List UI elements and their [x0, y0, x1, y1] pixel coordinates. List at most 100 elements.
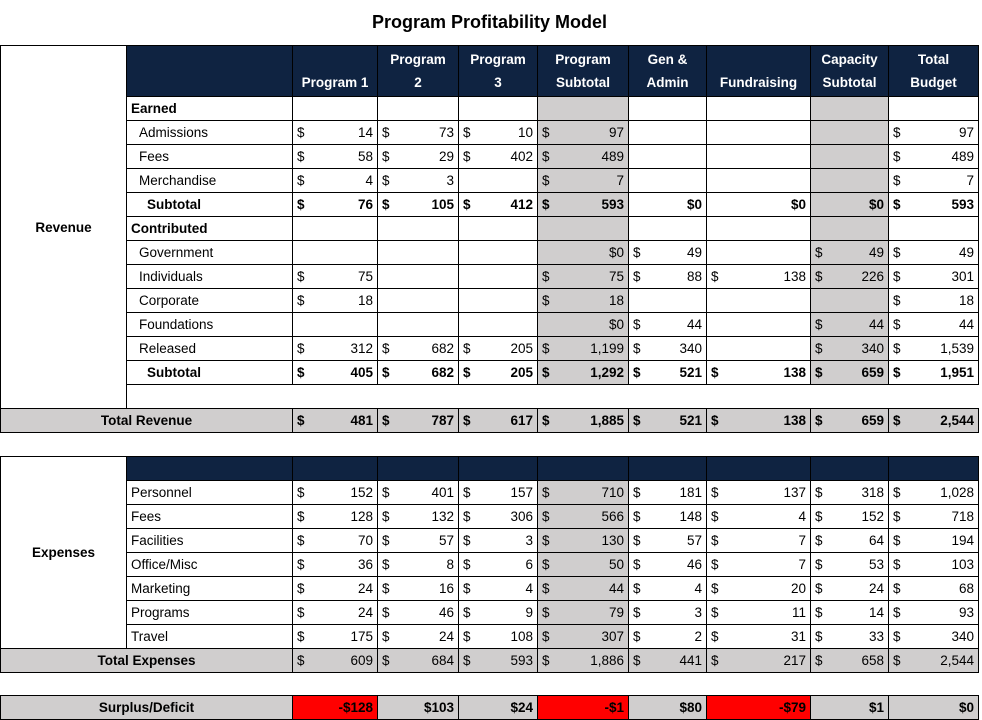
value-cell[interactable]: [706, 240, 811, 265]
value-cell[interactable]: $103: [887, 552, 980, 577]
value-cell[interactable]: [377, 312, 459, 337]
value-cell[interactable]: $3: [377, 168, 459, 193]
value-cell[interactable]: $46: [628, 552, 707, 577]
value-cell[interactable]: $489: [887, 144, 980, 169]
value-cell[interactable]: $489: [537, 144, 629, 169]
value-cell[interactable]: [810, 120, 889, 145]
value-cell[interactable]: $75: [292, 264, 378, 289]
value-cell[interactable]: $194: [887, 528, 980, 553]
value-cell[interactable]: $31: [706, 624, 811, 649]
value-cell[interactable]: $3: [628, 600, 707, 625]
value-cell[interactable]: $340: [810, 336, 889, 361]
value-cell[interactable]: $566: [537, 504, 629, 529]
value-cell[interactable]: [377, 264, 459, 289]
value-cell[interactable]: $53: [810, 552, 889, 577]
value-cell[interactable]: $70: [292, 528, 378, 553]
value-cell[interactable]: $75: [537, 264, 629, 289]
value-cell[interactable]: [458, 168, 538, 193]
value-cell[interactable]: $4: [458, 576, 538, 601]
value-cell[interactable]: $1,951: [887, 360, 980, 385]
value-cell[interactable]: $148: [628, 504, 707, 529]
value-cell[interactable]: $46: [377, 600, 459, 625]
value-cell[interactable]: $18: [537, 288, 629, 313]
value-cell[interactable]: $0: [887, 695, 980, 720]
value-cell[interactable]: $97: [887, 120, 980, 145]
value-cell[interactable]: [706, 96, 811, 121]
value-cell[interactable]: $44: [537, 576, 629, 601]
value-cell[interactable]: [706, 288, 811, 313]
value-cell[interactable]: $1: [810, 695, 889, 720]
value-cell[interactable]: $93: [887, 600, 980, 625]
value-cell[interactable]: $152: [810, 504, 889, 529]
value-cell[interactable]: [628, 216, 707, 241]
value-cell[interactable]: $617: [458, 408, 538, 433]
value-cell[interactable]: $7: [887, 168, 980, 193]
value-cell[interactable]: $3: [458, 528, 538, 553]
value-cell[interactable]: $132: [377, 504, 459, 529]
value-cell[interactable]: $593: [887, 192, 980, 217]
value-cell[interactable]: $108: [458, 624, 538, 649]
value-cell[interactable]: [810, 168, 889, 193]
value-cell[interactable]: $14: [292, 120, 378, 145]
value-cell[interactable]: $401: [377, 480, 459, 505]
value-cell[interactable]: $659: [810, 408, 889, 433]
value-cell[interactable]: $138: [706, 408, 811, 433]
value-cell[interactable]: $340: [628, 336, 707, 361]
value-cell[interactable]: $4: [292, 168, 378, 193]
value-cell[interactable]: $312: [292, 336, 378, 361]
value-cell[interactable]: $128: [292, 504, 378, 529]
value-cell[interactable]: $658: [810, 648, 889, 673]
value-cell[interactable]: $16: [377, 576, 459, 601]
value-cell[interactable]: $11: [706, 600, 811, 625]
value-cell[interactable]: $29: [377, 144, 459, 169]
value-cell[interactable]: $205: [458, 336, 538, 361]
value-cell[interactable]: [377, 96, 459, 121]
value-cell[interactable]: $152: [292, 480, 378, 505]
value-cell[interactable]: [292, 216, 378, 241]
value-cell[interactable]: $130: [537, 528, 629, 553]
value-cell[interactable]: [628, 168, 707, 193]
value-cell[interactable]: $36: [292, 552, 378, 577]
value-cell[interactable]: $49: [628, 240, 707, 265]
value-cell[interactable]: -$79: [706, 695, 811, 720]
value-cell[interactable]: $4: [706, 504, 811, 529]
value-cell[interactable]: $103: [377, 695, 459, 720]
value-cell[interactable]: $1,539: [887, 336, 980, 361]
value-cell[interactable]: [458, 240, 538, 265]
value-cell[interactable]: $412: [458, 192, 538, 217]
value-cell[interactable]: $481: [292, 408, 378, 433]
value-cell[interactable]: $0: [537, 240, 629, 265]
value-cell[interactable]: $441: [628, 648, 707, 673]
value-cell[interactable]: [706, 144, 811, 169]
value-cell[interactable]: $2: [628, 624, 707, 649]
value-cell[interactable]: $50: [537, 552, 629, 577]
value-cell[interactable]: $24: [810, 576, 889, 601]
value-cell[interactable]: $226: [810, 264, 889, 289]
value-cell[interactable]: $175: [292, 624, 378, 649]
value-cell[interactable]: $44: [810, 312, 889, 337]
value-cell[interactable]: $73: [377, 120, 459, 145]
value-cell[interactable]: $138: [706, 264, 811, 289]
value-cell[interactable]: [706, 312, 811, 337]
value-cell[interactable]: -$128: [292, 695, 378, 720]
value-cell[interactable]: $405: [292, 360, 378, 385]
value-cell[interactable]: $710: [537, 480, 629, 505]
value-cell[interactable]: [537, 216, 629, 241]
value-cell[interactable]: $24: [292, 576, 378, 601]
value-cell[interactable]: $684: [377, 648, 459, 673]
value-cell[interactable]: $7: [706, 552, 811, 577]
value-cell[interactable]: $593: [458, 648, 538, 673]
value-cell[interactable]: $1,292: [537, 360, 629, 385]
value-cell[interactable]: $24: [458, 695, 538, 720]
value-cell[interactable]: [810, 144, 889, 169]
value-cell[interactable]: $10: [458, 120, 538, 145]
value-cell[interactable]: $44: [628, 312, 707, 337]
value-cell[interactable]: $0: [810, 192, 889, 217]
value-cell[interactable]: $44: [887, 312, 980, 337]
value-cell[interactable]: $521: [628, 360, 707, 385]
value-cell[interactable]: $7: [537, 168, 629, 193]
value-cell[interactable]: $4: [628, 576, 707, 601]
value-cell[interactable]: $609: [292, 648, 378, 673]
value-cell[interactable]: [377, 240, 459, 265]
value-cell[interactable]: $307: [537, 624, 629, 649]
